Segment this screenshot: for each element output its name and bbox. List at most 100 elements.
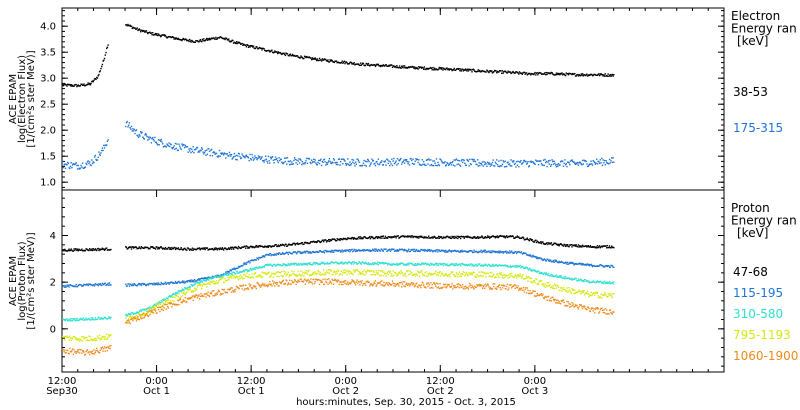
data-point <box>525 163 528 165</box>
data-point <box>273 272 275 275</box>
data-point <box>104 248 106 250</box>
data-point <box>477 237 479 239</box>
data-point <box>94 248 96 250</box>
data-point <box>604 292 606 294</box>
data-point <box>131 284 133 287</box>
data-point <box>428 249 430 252</box>
data-point <box>79 168 81 170</box>
data-point <box>68 248 70 250</box>
data-point <box>76 319 78 322</box>
data-point <box>361 237 363 239</box>
data-point <box>476 251 479 254</box>
data-point <box>70 248 72 250</box>
data-point <box>494 235 496 238</box>
data-point <box>189 286 192 288</box>
data-point <box>586 290 589 292</box>
data-point <box>232 42 235 44</box>
data-point <box>493 236 495 238</box>
data-point <box>546 242 548 244</box>
data-point <box>263 246 265 248</box>
data-point <box>248 273 250 276</box>
data-point <box>216 282 218 285</box>
data-point <box>491 164 493 166</box>
data-point <box>177 296 179 298</box>
data-point <box>69 165 72 168</box>
data-point <box>255 157 257 159</box>
data-point <box>377 272 379 274</box>
data-point <box>289 160 292 162</box>
data-point <box>425 68 427 71</box>
data-point <box>524 267 526 269</box>
data-point <box>64 319 67 322</box>
data-point <box>525 252 527 255</box>
data-point <box>382 250 384 252</box>
data-point <box>606 281 608 283</box>
data-point <box>265 264 267 266</box>
data-point <box>384 272 387 275</box>
data-point <box>323 269 325 271</box>
data-point <box>591 265 594 268</box>
data-point <box>210 148 213 151</box>
data-point <box>186 301 188 303</box>
data-point <box>492 250 494 252</box>
data-point <box>421 272 423 275</box>
data-point <box>568 246 570 248</box>
data-point <box>358 270 360 273</box>
data-point <box>191 297 193 299</box>
data-point <box>293 264 296 266</box>
data-point <box>486 272 489 274</box>
data-point <box>143 30 145 32</box>
data-point <box>108 284 110 286</box>
data-point <box>69 337 72 339</box>
data-point <box>498 165 501 168</box>
data-point <box>428 274 430 276</box>
data-point <box>238 287 240 290</box>
data-point <box>337 163 339 166</box>
data-point <box>397 235 399 237</box>
y-tick-label: 4.0 <box>40 22 56 33</box>
data-point <box>87 339 89 341</box>
data-point <box>142 308 145 310</box>
data-point <box>191 247 194 249</box>
data-point <box>390 163 392 165</box>
data-point <box>523 237 525 239</box>
data-point <box>369 270 372 272</box>
data-point <box>230 291 233 293</box>
data-point <box>133 317 135 319</box>
data-point <box>291 53 294 56</box>
data-point <box>521 73 523 75</box>
data-point <box>198 281 200 283</box>
data-point <box>356 158 358 160</box>
data-point <box>284 245 286 247</box>
data-point <box>278 285 280 287</box>
data-point <box>127 247 129 250</box>
data-point <box>502 160 504 162</box>
y-tick-label: 3.0 <box>40 74 56 85</box>
data-point <box>84 354 86 356</box>
data-point <box>287 244 289 246</box>
data-point <box>307 157 309 160</box>
data-point <box>103 338 106 340</box>
data-point <box>303 163 306 165</box>
data-point <box>594 247 597 249</box>
data-point <box>230 155 232 157</box>
data-point <box>348 270 350 272</box>
data-point <box>218 274 220 277</box>
data-point <box>165 308 167 310</box>
data-point <box>198 282 201 284</box>
data-point <box>154 305 156 307</box>
data-point <box>281 252 284 254</box>
data-point <box>188 286 190 289</box>
data-point <box>386 250 388 253</box>
data-point <box>396 249 399 251</box>
data-point <box>177 149 179 151</box>
data-point <box>362 250 365 252</box>
data-point <box>425 262 427 265</box>
data-point <box>169 302 171 304</box>
data-point <box>457 275 459 278</box>
data-point <box>335 261 338 263</box>
data-point <box>174 280 177 283</box>
data-point <box>384 65 386 67</box>
data-point <box>464 164 467 166</box>
data-point <box>322 273 324 275</box>
